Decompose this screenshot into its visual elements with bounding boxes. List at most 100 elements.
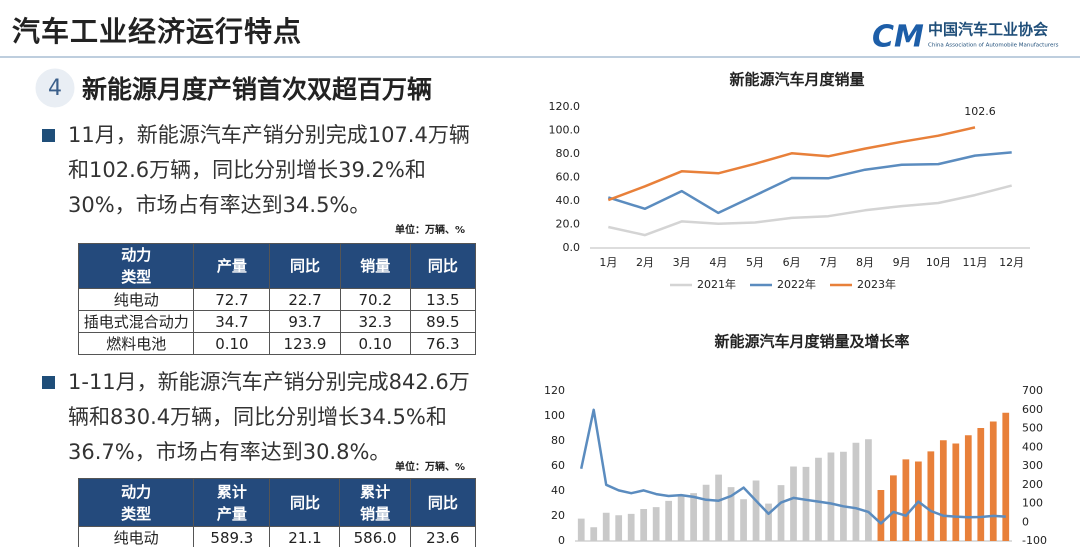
x-tick-label: 1月 bbox=[599, 256, 617, 269]
column-header-text: 同比 bbox=[427, 493, 458, 512]
unit-note: 单位：万辆、% bbox=[394, 225, 465, 236]
y-tick-label: 40 bbox=[551, 484, 565, 497]
table-row: 纯电动 72.7 22.7 70.2 13.5 bbox=[77, 288, 477, 311]
bar bbox=[615, 515, 623, 541]
y-tick-label: 20 bbox=[551, 509, 565, 522]
table-row: 插电式混合动力 34.7 93.7 32.3 89.5 bbox=[77, 310, 477, 333]
table-cell: 22.7 bbox=[269, 288, 341, 311]
bar bbox=[902, 459, 910, 541]
y-tick-label: 60 bbox=[551, 459, 565, 472]
table-cell: 586.0 bbox=[339, 526, 411, 547]
bar bbox=[577, 518, 585, 541]
y-tick-label: 20.0 bbox=[556, 218, 581, 231]
line-series bbox=[579, 408, 1006, 525]
bar bbox=[852, 442, 860, 541]
bar bbox=[740, 499, 747, 541]
y2-tick-label: 0 bbox=[1022, 515, 1029, 528]
column-header-text: 产量 bbox=[216, 257, 247, 275]
unit-note: 单位：万辆、% bbox=[394, 462, 465, 473]
column-header-text: 销量 bbox=[360, 257, 391, 275]
bar bbox=[590, 527, 598, 541]
x-tick-label: 5月 bbox=[746, 256, 764, 269]
bar bbox=[702, 484, 710, 541]
table-cell: 纯电动 bbox=[77, 288, 195, 311]
table-cell: 纯电动 bbox=[77, 526, 195, 547]
legend-label: 2023年 bbox=[857, 277, 896, 291]
x-tick-label: 11月 bbox=[963, 256, 988, 269]
table-cell: 插电式混合动力 bbox=[77, 310, 195, 333]
column-header-text: 累计产量 bbox=[216, 482, 247, 523]
column-header: 累计产量 bbox=[193, 478, 271, 527]
legend-label: 2022年 bbox=[777, 277, 816, 291]
x-tick-label: 9月 bbox=[893, 256, 911, 269]
column-header-text: 同比 bbox=[427, 257, 458, 275]
bar bbox=[989, 421, 997, 541]
column-header: 同比 bbox=[269, 478, 341, 527]
section-title: 新能源月度产销首次双超百万辆 bbox=[82, 75, 433, 104]
y-tick-label: 60.0 bbox=[556, 171, 581, 184]
bar bbox=[865, 439, 872, 541]
data-table: 动力类型 产量 同比 销量 同比 纯电动 72.7 22.7 70.2 13.5 插电式混合动力 34… bbox=[77, 243, 477, 355]
bar bbox=[827, 452, 835, 541]
line-series bbox=[607, 126, 976, 202]
y-tick-label: 0.0 bbox=[563, 241, 581, 254]
org-name-en: China Association of Automobile Manufact… bbox=[928, 43, 1059, 49]
y-tick-label: 80 bbox=[551, 434, 565, 447]
section-number: 4 bbox=[48, 76, 62, 101]
line-series bbox=[607, 151, 1012, 215]
bar bbox=[652, 507, 660, 541]
column-header: 动力类型 bbox=[77, 243, 195, 289]
table-cell: 21.1 bbox=[269, 526, 341, 547]
bar bbox=[964, 435, 972, 541]
bar bbox=[877, 490, 885, 541]
table-cell: 0.10 bbox=[193, 332, 271, 355]
column-header-text: 动力类型 bbox=[121, 246, 152, 286]
bar bbox=[890, 475, 897, 541]
page-title: 汽车工业经济运行特点 bbox=[12, 15, 303, 48]
column-header: 同比 bbox=[409, 243, 477, 289]
bar bbox=[715, 474, 722, 541]
column-header: 销量 bbox=[339, 243, 411, 289]
y2-tick-label: 700 bbox=[1022, 384, 1043, 397]
y2-tick-label: 300 bbox=[1022, 459, 1043, 472]
bar bbox=[602, 512, 610, 541]
column-header: 动力类型 bbox=[77, 478, 195, 527]
column-header: 同比 bbox=[409, 478, 477, 527]
x-tick-label: 3月 bbox=[673, 256, 691, 269]
table-header-row: 动力类型 产量 同比 销量 同比 bbox=[77, 243, 477, 289]
table-cell: 89.5 bbox=[409, 310, 477, 333]
column-header-text: 累计销量 bbox=[360, 482, 391, 523]
annotation: 102.6 bbox=[964, 105, 996, 118]
bar bbox=[777, 485, 785, 541]
table-cell: 70.2 bbox=[339, 288, 411, 311]
x-tick-label: 7月 bbox=[819, 256, 837, 269]
table-cell: 34.7 bbox=[193, 310, 271, 333]
bar bbox=[939, 440, 947, 541]
y2-tick-label: -100 bbox=[1022, 534, 1047, 547]
chart-title: 新能源汽车月度销量 bbox=[729, 71, 864, 89]
y2-tick-label: 600 bbox=[1022, 403, 1043, 416]
y2-tick-label: 500 bbox=[1022, 422, 1043, 435]
x-tick-label: 12月 bbox=[999, 256, 1024, 269]
y-tick-label: 100 bbox=[544, 409, 565, 422]
table-cell: 123.9 bbox=[269, 332, 341, 355]
table-cell: 93.7 bbox=[269, 310, 341, 333]
column-header-text: 动力类型 bbox=[121, 482, 152, 523]
y-tick-label: 40.0 bbox=[556, 194, 581, 207]
bar bbox=[952, 443, 960, 541]
bar bbox=[977, 428, 985, 541]
table-cell: 0.10 bbox=[339, 332, 411, 355]
y2-tick-label: 100 bbox=[1022, 497, 1043, 510]
y2-tick-label: 200 bbox=[1022, 478, 1043, 491]
y-tick-label: 100.0 bbox=[549, 124, 581, 137]
section-badge bbox=[32, 65, 78, 111]
bar bbox=[765, 503, 772, 541]
bar bbox=[1002, 412, 1010, 541]
x-tick-label: 10月 bbox=[926, 256, 951, 269]
org-name: 中国汽车工业协会 bbox=[928, 21, 1048, 39]
y2-tick-label: 400 bbox=[1022, 440, 1043, 453]
table-cell: 13.5 bbox=[409, 288, 477, 311]
table-cell: 燃料电池 bbox=[77, 332, 195, 355]
